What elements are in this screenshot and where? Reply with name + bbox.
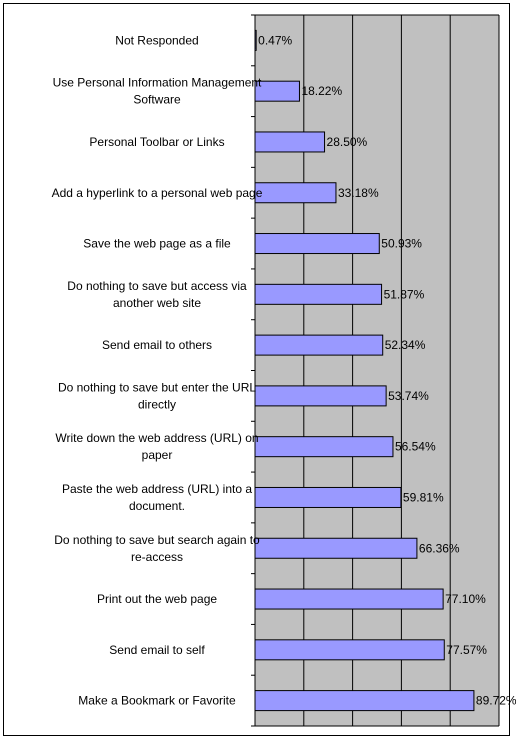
value-label: 77.10% — [445, 592, 486, 606]
value-label: 56.54% — [395, 440, 436, 454]
category-label: Do nothing to save but search again to — [54, 533, 260, 547]
value-label: 77.57% — [446, 643, 487, 657]
category-label: Paste the web address (URL) into a — [62, 482, 252, 496]
value-label: 59.81% — [403, 490, 444, 504]
category-label: Software — [133, 93, 181, 107]
category-label: Use Personal Information Management — [53, 76, 262, 90]
bar — [254, 131, 326, 153]
category-label: re-access — [131, 550, 183, 564]
category-label: Personal Toolbar or Links — [89, 135, 224, 149]
bar — [254, 385, 387, 407]
bar — [254, 334, 384, 356]
category-label: paper — [142, 448, 173, 462]
bar — [254, 588, 444, 610]
plot-area — [255, 15, 499, 726]
bar — [254, 436, 394, 458]
category-label: directly — [138, 397, 176, 411]
bar — [254, 690, 475, 712]
bar — [254, 639, 445, 661]
bar — [254, 233, 380, 255]
value-label: 89.72% — [476, 694, 516, 708]
value-label: 53.74% — [388, 389, 429, 403]
category-label: Send email to others — [102, 338, 212, 352]
category-label: Print out the web page — [97, 592, 217, 606]
bar — [254, 283, 383, 305]
value-label: 33.18% — [338, 186, 379, 200]
category-label: Do nothing to save but access via — [67, 279, 247, 293]
value-label: 0.47% — [258, 33, 292, 47]
category-label: Save the web page as a file — [83, 237, 231, 251]
category-label: Add a hyperlink to a personal web page — [52, 186, 263, 200]
category-label: Do nothing to save but enter the URL — [58, 380, 256, 394]
value-label: 28.50% — [327, 135, 368, 149]
bar — [254, 80, 300, 102]
value-label: 50.93% — [381, 237, 422, 251]
category-label: Not Responded — [115, 33, 198, 47]
category-label: Make a Bookmark or Favorite — [78, 694, 236, 708]
value-label: 18.22% — [301, 84, 342, 98]
value-label: 52.34% — [385, 338, 426, 352]
bar — [254, 537, 418, 559]
value-label: 66.36% — [419, 541, 460, 555]
bar — [254, 182, 337, 204]
category-label: Send email to self — [109, 643, 205, 657]
bar — [254, 486, 402, 508]
category-label: Write down the web address (URL) on — [55, 431, 258, 445]
value-label: 51.87% — [384, 287, 425, 301]
bar — [254, 29, 257, 51]
category-label: document. — [129, 499, 185, 513]
category-label: another web site — [113, 296, 201, 310]
